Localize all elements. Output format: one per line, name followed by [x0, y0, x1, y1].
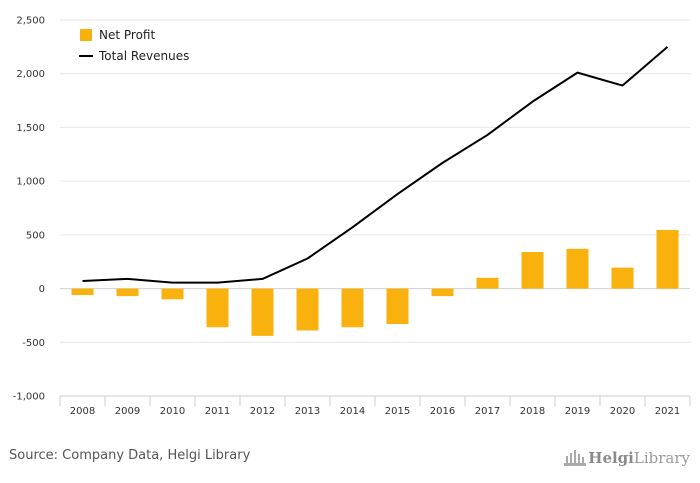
x-tick-label: 2016 [430, 406, 455, 417]
y-tick-label: 1,000 [16, 177, 45, 188]
source-note: Source: Company Data, Helgi Library [9, 448, 251, 463]
x-tick-label: 2010 [160, 406, 185, 417]
net-profit-bar [116, 288, 139, 297]
x-tick-label: 2018 [520, 406, 545, 417]
x-tick-label: 2008 [70, 406, 95, 417]
library-building-icon [564, 450, 587, 466]
y-tick-label: -1,000 [13, 392, 45, 403]
net-profit-bar [161, 288, 184, 300]
net-profit-bar [71, 288, 94, 296]
logo-text-helgi: Helgi [588, 449, 634, 467]
x-tick-label: 2020 [610, 406, 635, 417]
legend-swatch-net-profit [80, 29, 92, 41]
y-tick-label: 1,500 [16, 123, 45, 134]
y-tick-label: 0 [39, 284, 45, 295]
net-profit-bar [341, 288, 364, 328]
x-tick-label: 2015 [385, 406, 410, 417]
net-profit-bar [296, 288, 319, 331]
net-profit-bar [476, 277, 499, 289]
x-tick-label: 2012 [250, 406, 275, 417]
net-profit-bar [431, 288, 454, 297]
x-tick-label: 2009 [115, 406, 140, 417]
y-tick-label: 2,500 [16, 16, 45, 27]
x-tick-label: 2017 [475, 406, 500, 417]
gridlines [60, 19, 690, 397]
x-tick-label: 2014 [340, 406, 365, 417]
net-profit-bar [611, 267, 634, 289]
net-profit-bar [521, 252, 544, 289]
y-tick-label: -500 [22, 338, 45, 349]
helgi-library-logo: HelgiLibrary [562, 447, 690, 469]
y-tick-label: 2,000 [16, 69, 45, 80]
legend: Net Profit Total Revenues [79, 28, 189, 63]
net-profit-bars [71, 230, 679, 336]
x-tick-label: 2021 [655, 406, 680, 417]
net-profit-bar [566, 248, 589, 289]
net-profit-bar [386, 288, 409, 325]
y-axis-ticks: -1,000 -500 0 500 1,000 1,500 2,000 2,500 [13, 16, 45, 403]
x-axis-ticks: 2008 2009 2010 2011 2012 2013 2014 2015 2016 2017… [59, 395, 691, 417]
net-profit-bar [251, 288, 274, 336]
total-revenues-line [82, 46, 669, 284]
net-profit-bar [206, 288, 229, 328]
y-tick-label: 500 [26, 230, 45, 241]
legend-label-net-profit: Net Profit [99, 28, 155, 42]
net-profit-bar [656, 230, 679, 289]
x-tick-label: 2019 [565, 406, 590, 417]
x-tick-label: 2013 [295, 406, 320, 417]
total-revenues-line-group [82, 46, 669, 284]
logo-text-library: Library [633, 449, 690, 467]
x-tick-label: 2011 [205, 406, 230, 417]
legend-label-total-revenues: Total Revenues [98, 49, 189, 63]
